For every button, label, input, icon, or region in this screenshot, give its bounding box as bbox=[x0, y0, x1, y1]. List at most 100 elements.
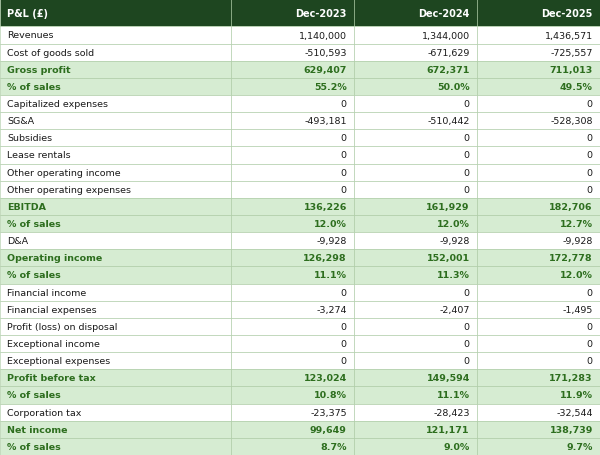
Bar bbox=[354, 250, 477, 267]
Bar bbox=[354, 284, 477, 301]
Bar bbox=[231, 369, 354, 387]
Text: 629,407: 629,407 bbox=[304, 66, 347, 75]
Text: 0: 0 bbox=[464, 185, 470, 194]
Bar bbox=[354, 387, 477, 404]
Bar bbox=[0, 352, 231, 369]
Text: 12.0%: 12.0% bbox=[560, 271, 593, 280]
Text: 11.3%: 11.3% bbox=[437, 271, 470, 280]
Text: 172,778: 172,778 bbox=[549, 254, 593, 263]
Text: -671,629: -671,629 bbox=[427, 49, 470, 57]
Bar bbox=[477, 147, 600, 164]
Bar bbox=[354, 216, 477, 233]
Bar bbox=[477, 164, 600, 181]
Text: 121,171: 121,171 bbox=[426, 425, 470, 434]
Bar bbox=[477, 250, 600, 267]
Bar bbox=[231, 0, 354, 27]
Bar bbox=[0, 181, 231, 198]
Bar bbox=[354, 421, 477, 438]
Bar bbox=[477, 113, 600, 130]
Text: Gross profit: Gross profit bbox=[7, 66, 71, 75]
Text: 0: 0 bbox=[587, 151, 593, 160]
Text: 9.7%: 9.7% bbox=[566, 442, 593, 451]
Text: 0: 0 bbox=[464, 288, 470, 297]
Text: Cost of goods sold: Cost of goods sold bbox=[7, 49, 94, 57]
Text: -510,593: -510,593 bbox=[304, 49, 347, 57]
Text: Net income: Net income bbox=[7, 425, 68, 434]
Bar bbox=[0, 45, 231, 61]
Text: 0: 0 bbox=[587, 356, 593, 365]
Text: 0: 0 bbox=[341, 322, 347, 331]
Text: -3,274: -3,274 bbox=[316, 305, 347, 314]
Text: 0: 0 bbox=[464, 134, 470, 143]
Bar bbox=[354, 267, 477, 284]
Bar bbox=[477, 79, 600, 96]
Bar bbox=[0, 404, 231, 421]
Text: 0: 0 bbox=[341, 134, 347, 143]
Bar bbox=[477, 318, 600, 335]
Bar bbox=[231, 387, 354, 404]
Bar bbox=[477, 96, 600, 113]
Text: 0: 0 bbox=[464, 100, 470, 109]
Text: 171,283: 171,283 bbox=[550, 374, 593, 383]
Text: 0: 0 bbox=[464, 168, 470, 177]
Bar bbox=[0, 147, 231, 164]
Bar bbox=[231, 404, 354, 421]
Text: Dec-2024: Dec-2024 bbox=[418, 9, 470, 19]
Text: 152,001: 152,001 bbox=[427, 254, 470, 263]
Text: 0: 0 bbox=[341, 288, 347, 297]
Text: Corporation tax: Corporation tax bbox=[7, 408, 82, 417]
Text: 0: 0 bbox=[341, 339, 347, 349]
Text: Capitalized expenses: Capitalized expenses bbox=[7, 100, 108, 109]
Text: 0: 0 bbox=[341, 100, 347, 109]
Bar bbox=[231, 284, 354, 301]
Text: P&L (£): P&L (£) bbox=[7, 9, 48, 19]
Bar bbox=[231, 79, 354, 96]
Bar bbox=[477, 27, 600, 45]
Text: 0: 0 bbox=[587, 339, 593, 349]
Text: 0: 0 bbox=[464, 322, 470, 331]
Text: -725,557: -725,557 bbox=[550, 49, 593, 57]
Bar bbox=[354, 352, 477, 369]
Text: 12.0%: 12.0% bbox=[314, 220, 347, 228]
Text: 0: 0 bbox=[464, 339, 470, 349]
Bar bbox=[477, 61, 600, 79]
Bar bbox=[0, 301, 231, 318]
Text: Other operating expenses: Other operating expenses bbox=[7, 185, 131, 194]
Text: Other operating income: Other operating income bbox=[7, 168, 121, 177]
Bar bbox=[477, 387, 600, 404]
Text: 182,706: 182,706 bbox=[550, 202, 593, 212]
Bar bbox=[0, 27, 231, 45]
Text: 123,024: 123,024 bbox=[304, 374, 347, 383]
Text: 9.0%: 9.0% bbox=[443, 442, 470, 451]
Bar bbox=[231, 301, 354, 318]
Bar bbox=[231, 45, 354, 61]
Text: 0: 0 bbox=[464, 356, 470, 365]
Bar bbox=[354, 301, 477, 318]
Bar bbox=[477, 352, 600, 369]
Bar bbox=[477, 421, 600, 438]
Text: 0: 0 bbox=[587, 322, 593, 331]
Text: % of sales: % of sales bbox=[7, 391, 61, 399]
Text: 50.0%: 50.0% bbox=[437, 83, 470, 92]
Bar bbox=[477, 404, 600, 421]
Bar bbox=[477, 181, 600, 198]
Text: 0: 0 bbox=[341, 168, 347, 177]
Text: % of sales: % of sales bbox=[7, 83, 61, 92]
Bar bbox=[354, 318, 477, 335]
Bar bbox=[231, 130, 354, 147]
Text: -9,928: -9,928 bbox=[562, 237, 593, 246]
Bar bbox=[354, 61, 477, 79]
Bar bbox=[354, 164, 477, 181]
Text: 12.0%: 12.0% bbox=[437, 220, 470, 228]
Bar bbox=[354, 130, 477, 147]
Text: 161,929: 161,929 bbox=[426, 202, 470, 212]
Text: 0: 0 bbox=[587, 134, 593, 143]
Bar bbox=[354, 0, 477, 27]
Text: Dec-2023: Dec-2023 bbox=[295, 9, 347, 19]
Text: 8.7%: 8.7% bbox=[320, 442, 347, 451]
Bar bbox=[231, 250, 354, 267]
Bar bbox=[354, 27, 477, 45]
Bar bbox=[0, 0, 231, 27]
Text: SG&A: SG&A bbox=[7, 117, 34, 126]
Text: 49.5%: 49.5% bbox=[560, 83, 593, 92]
